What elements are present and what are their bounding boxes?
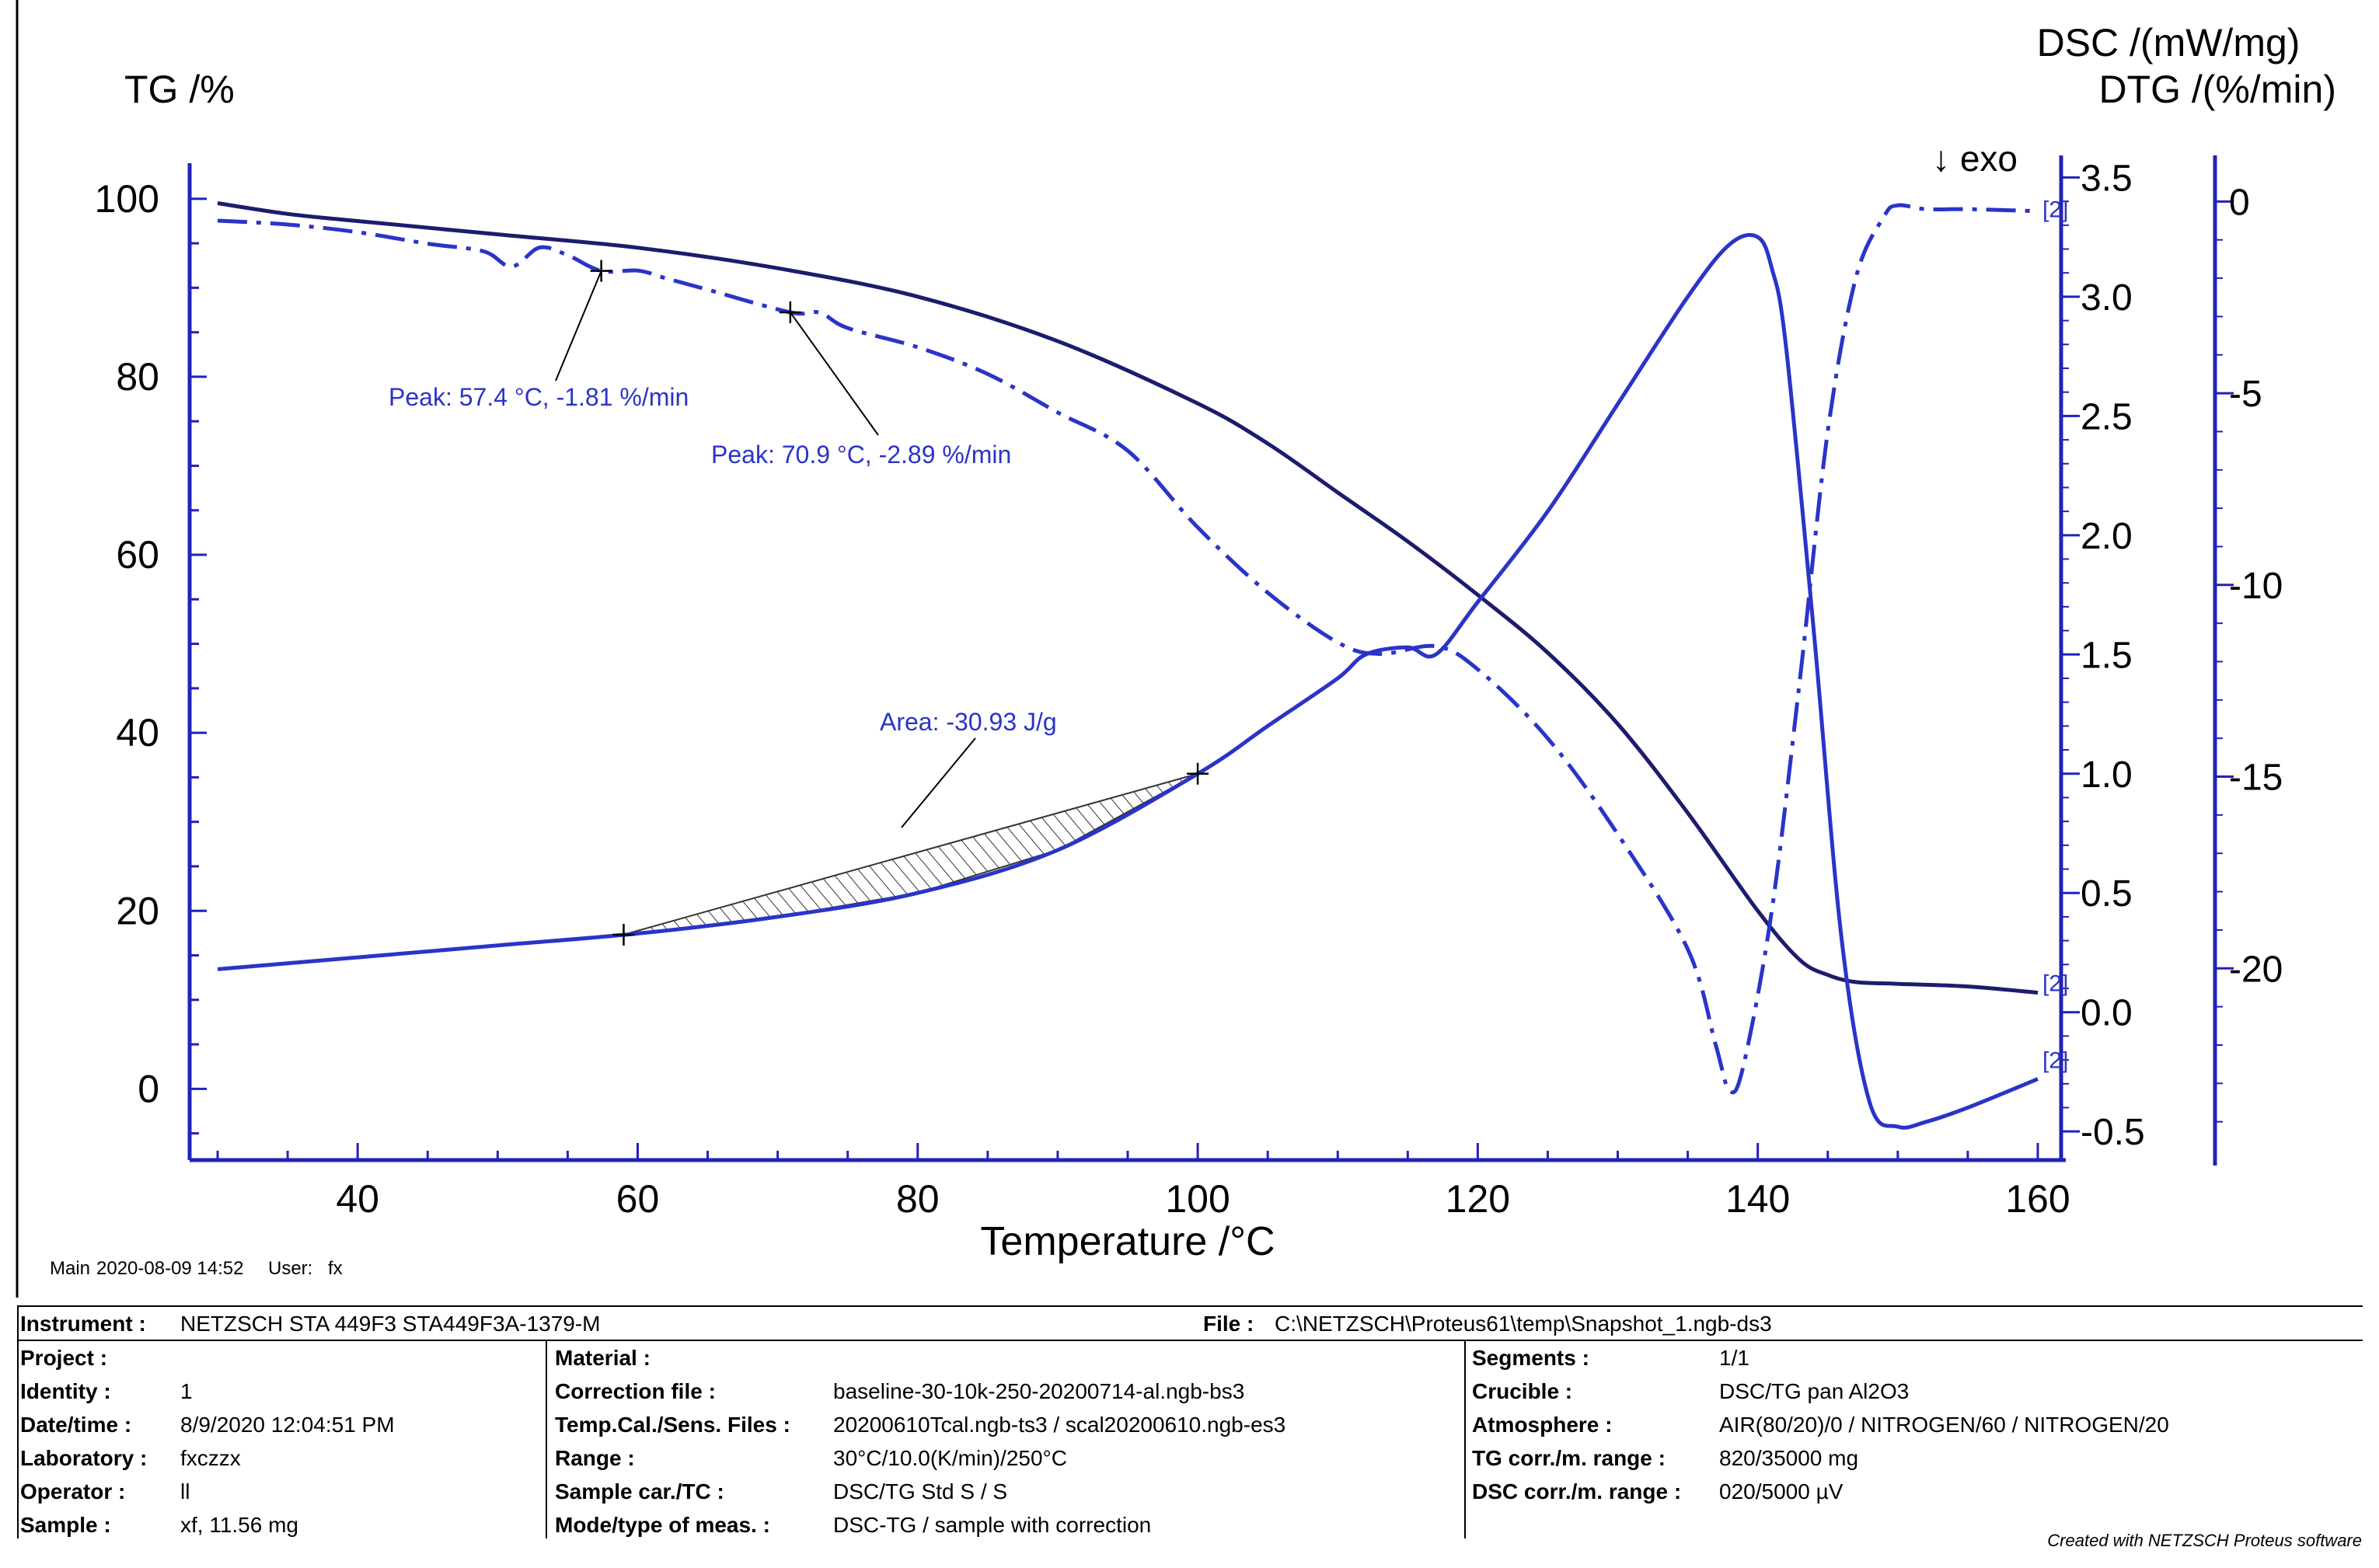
dsc-tick-label: 1.0	[2081, 754, 2133, 796]
peak-annotation-1: Peak: 57.4 °C, -1.81 %/min	[389, 383, 689, 411]
x-tick-label: 40	[336, 1177, 379, 1221]
tg-tick-label: 0	[138, 1067, 159, 1110]
file-label: File :	[1203, 1312, 1254, 1336]
project-field-label: Identity :	[20, 1379, 111, 1403]
dsc-area-hatch	[623, 772, 1198, 936]
peak-leader-line	[790, 312, 879, 436]
dsc-tick-label: 0.0	[2081, 993, 2133, 1034]
meta-datetime: 2020-08-09 14:52	[96, 1258, 244, 1279]
thermal-analysis-chart: 40 60 80 100 120 140 160 Temperature /°C 0 20 40 60…	[16, 0, 2336, 1298]
footer-top-rule	[17, 1305, 2363, 1307]
meta-main-label: Main	[50, 1258, 90, 1279]
material-field-value: 30°C/10.0(K/min)/250°C	[833, 1446, 1067, 1470]
material-field-label: Temp.Cal./Sens. Files :	[555, 1413, 790, 1437]
dsc-tick-label: -0.5	[2081, 1112, 2145, 1153]
dsc-tick-label: 2.0	[2081, 516, 2133, 557]
material-field-value: DSC/TG Std S / S	[833, 1479, 1008, 1504]
segments-field-label: DSC corr./m. range :	[1472, 1479, 1682, 1504]
material-field-label: Sample car./TC :	[555, 1479, 724, 1504]
meta-user: fx	[328, 1258, 343, 1279]
dtg-tick-label: 0	[2229, 182, 2250, 223]
segments-field-value: DSC/TG pan Al2O3	[1719, 1379, 1910, 1403]
footer-col-divider	[546, 1340, 547, 1538]
area-annotation: Area: -30.93 J/g	[880, 708, 1057, 736]
tg-tick-label: 40	[116, 711, 159, 754]
exo-direction-label: ↓ exo	[1932, 138, 2018, 179]
footer-left-edge	[17, 1305, 19, 1538]
series-tg-line	[217, 201, 2039, 995]
x-tick-label: 80	[896, 1177, 940, 1221]
series-dsc-tag: [2]	[2042, 1048, 2068, 1074]
dsc-tick-label: 3.0	[2081, 277, 2133, 319]
dtg-tick-label: -20	[2229, 949, 2283, 990]
project-field-label: Date/time :	[20, 1413, 132, 1437]
dtg-tick-label: -5	[2229, 374, 2262, 415]
tg-tick-label: 100	[95, 177, 159, 221]
segments-field-label: Atmosphere :	[1472, 1413, 1613, 1437]
project-field-label: Operator :	[20, 1479, 126, 1504]
series-dtg-tag: [2]	[2042, 197, 2068, 223]
project-field-value: xf, 11.56 mg	[180, 1513, 299, 1537]
peak-leader-line	[555, 270, 602, 382]
instrument-label: Instrument :	[20, 1312, 146, 1336]
segments-field-value: 820/35000 mg	[1719, 1446, 1859, 1470]
project-field-value: 1	[180, 1379, 193, 1403]
material-field-label: Range :	[555, 1446, 635, 1470]
material-field-value: DSC-TG / sample with correction	[833, 1513, 1152, 1537]
dtg-tick-label: -10	[2229, 566, 2283, 607]
dsc-tick-label: 0.5	[2081, 873, 2133, 915]
segments-field-value: 020/5000 µV	[1719, 1479, 1844, 1504]
series-tg-tag: [2]	[2042, 971, 2068, 997]
material-field-label: Correction file :	[555, 1379, 716, 1403]
material-field-value: 20200610Tcal.ngb-ts3 / scal20200610.ngb-…	[833, 1413, 1286, 1437]
peak-annotation-2: Peak: 70.9 °C, -2.89 %/min	[711, 441, 1011, 469]
software-credit: Created with NETZSCH Proteus software	[2047, 1531, 2362, 1550]
project-field-value: ll	[180, 1479, 190, 1504]
dtg-axis-label: DTG /(%/min)	[2098, 68, 2336, 111]
material-field-label: Mode/type of meas. :	[555, 1513, 770, 1537]
info-footer: Instrument : NETZSCH STA 449F3 STA449F3A-…	[17, 1305, 2364, 1538]
x-tick-label: 100	[1165, 1177, 1230, 1221]
segments-field-value: AIR(80/20)/0 / NITROGEN/60 / NITROGEN/20	[1719, 1413, 2169, 1437]
segments-field-label: Segments :	[1472, 1346, 1589, 1370]
meta-user-label: User:	[268, 1258, 312, 1279]
segments-field-label: TG corr./m. range :	[1472, 1446, 1666, 1470]
dsc-axis-label: DSC /(mW/mg)	[2037, 21, 2301, 64]
tg-tick-label: 80	[116, 355, 159, 399]
instrument-value: NETZSCH STA 449F3 STA449F3A-1379-M	[180, 1312, 601, 1336]
x-axis-label: Temperature /°C	[980, 1219, 1275, 1264]
series-dsc-line	[217, 232, 2039, 1130]
footer-header-rule	[17, 1340, 2363, 1341]
x-tick-label: 140	[1725, 1177, 1790, 1221]
area-leader-line	[901, 737, 976, 828]
x-tick-label: 160	[2005, 1177, 2070, 1221]
segments-field-value: 1/1	[1719, 1346, 1749, 1370]
series-dtg-line	[217, 203, 2039, 1095]
footer-col-divider	[1464, 1340, 1466, 1538]
tg-tick-label: 60	[116, 533, 159, 577]
dsc-tick-label: 2.5	[2081, 396, 2133, 437]
file-value: C:\NETZSCH\Proteus61\temp\Snapshot_1.ngb…	[1275, 1312, 1772, 1336]
dsc-tick-label: 3.5	[2081, 158, 2133, 199]
project-field-value: fxczzx	[180, 1446, 241, 1470]
project-field-value: 8/9/2020 12:04:51 PM	[180, 1413, 395, 1437]
project-field-label: Sample :	[20, 1513, 111, 1537]
dsc-tick-label: 1.5	[2081, 635, 2133, 676]
x-tick-label: 60	[616, 1177, 660, 1221]
project-field-label: Project :	[20, 1346, 108, 1370]
x-tick-label: 120	[1446, 1177, 1510, 1221]
dtg-tick-label: -15	[2229, 758, 2283, 799]
material-field-value: baseline-30-10k-250-20200714-al.ngb-bs3	[833, 1379, 1245, 1403]
tg-axis-label: TG /%	[124, 68, 235, 111]
segments-field-label: Crucible :	[1472, 1379, 1573, 1403]
material-field-label: Material :	[555, 1346, 651, 1370]
project-field-label: Laboratory :	[20, 1446, 148, 1470]
tg-tick-label: 20	[116, 889, 159, 932]
